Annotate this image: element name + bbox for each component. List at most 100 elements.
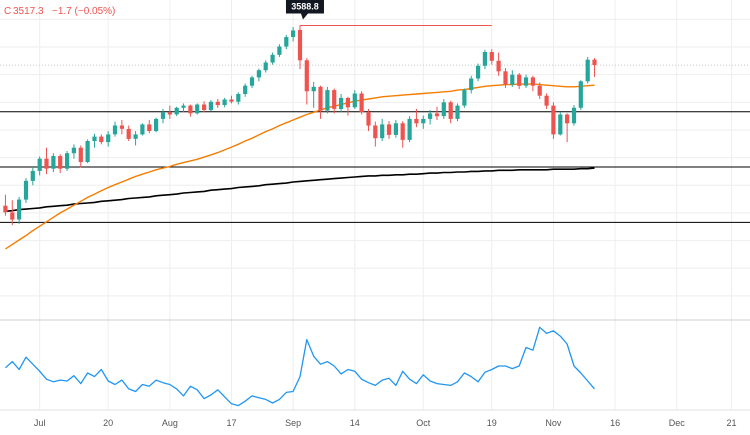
candlestick [428, 110, 433, 125]
candlesticks [3, 25, 597, 226]
candle-body [291, 30, 296, 37]
candle-body [202, 104, 207, 110]
candlestick [510, 70, 515, 87]
candlestick [339, 94, 344, 113]
candle-body [92, 136, 97, 141]
candle-body [523, 77, 529, 86]
candlestick [284, 34, 289, 50]
candlestick [99, 134, 104, 145]
candlestick [304, 58, 309, 105]
candlestick [243, 83, 248, 97]
candle-body [30, 170, 35, 181]
x-tick-label: Aug [162, 418, 178, 428]
candlestick [126, 125, 131, 142]
candle-body [188, 105, 193, 114]
candlestick [469, 75, 474, 94]
candle-body [256, 70, 261, 78]
candle-body [106, 134, 111, 143]
candle-body [181, 105, 186, 108]
candlestick [222, 97, 227, 108]
candle-body [44, 158, 49, 169]
slow-moving-average-line [5, 167, 595, 213]
candlestick [523, 74, 529, 88]
candle-body [386, 124, 392, 135]
candlestick [345, 96, 350, 116]
candlestick [65, 150, 70, 171]
candlestick [544, 93, 549, 109]
candle-body [249, 77, 255, 86]
candle-body [147, 124, 152, 131]
candlestick [414, 108, 419, 128]
candle-body [284, 37, 289, 47]
candle-body [236, 94, 241, 102]
candle-body [407, 118, 412, 140]
candlestick [332, 88, 337, 114]
candle-body [558, 114, 563, 135]
candlestick [37, 156, 42, 176]
candle-body [99, 136, 104, 143]
candlestick [551, 102, 556, 139]
x-tick-label: 20 [103, 418, 113, 428]
candlestick [229, 95, 234, 104]
peak-callout: 3588.8 [285, 0, 324, 20]
close-value: 3517.3 [13, 6, 44, 17]
candlestick [181, 103, 186, 113]
x-tick-label: 19 [487, 418, 497, 428]
candle-body [352, 93, 357, 108]
candle-body [428, 113, 433, 119]
candle-body [37, 158, 42, 171]
candlestick [366, 108, 371, 132]
moving-averages [5, 83, 595, 250]
candle-body [400, 123, 405, 140]
candle-body [270, 54, 275, 63]
candlestick [106, 131, 111, 147]
candlestick [421, 115, 426, 129]
candlestick [112, 121, 118, 137]
candle-body [489, 52, 494, 61]
x-tick-label: Oct [416, 418, 431, 428]
ohlc-header: C 3517.3 −1.7 (−0.05%) [4, 6, 115, 17]
close-label: C [4, 6, 11, 17]
candlestick [51, 153, 56, 172]
candle-body [119, 125, 124, 129]
candle-body [517, 74, 522, 86]
change-value: −1.7 (−0.05%) [52, 6, 115, 17]
candlestick [325, 86, 330, 114]
candle-body [455, 105, 460, 119]
candlestick [482, 49, 487, 70]
x-tick-label: Sep [285, 418, 301, 428]
candle-body [297, 29, 303, 61]
support-resistance-levels [0, 111, 750, 223]
candlestick [558, 112, 563, 136]
candlestick [585, 56, 590, 84]
peak-callout-box [285, 0, 324, 20]
candle-body [578, 81, 583, 108]
candle-body [208, 101, 213, 111]
candlestick [147, 120, 152, 134]
candle-body [441, 102, 446, 117]
candle-body [565, 114, 570, 124]
candle-body [85, 141, 90, 162]
candle-body [133, 134, 138, 139]
candle-body [3, 205, 8, 213]
candlestick [455, 103, 460, 122]
candlestick [476, 63, 481, 82]
rsi-line [4, 326, 595, 407]
candle-body [414, 118, 419, 124]
candlestick [311, 81, 316, 108]
candlestick [393, 120, 398, 138]
candle-body [393, 123, 398, 135]
candle-body [510, 74, 515, 85]
candle-body [530, 77, 535, 86]
candle-body [140, 124, 145, 135]
candle-body [332, 90, 337, 109]
candlestick [256, 68, 261, 82]
annotations: 3588.8 [285, 0, 492, 27]
candlestick [400, 121, 405, 148]
candle-body [243, 85, 248, 94]
candle-body [311, 86, 316, 92]
candlestick [373, 121, 378, 147]
x-tick-label: Nov [545, 418, 562, 428]
candlestick [291, 27, 296, 42]
